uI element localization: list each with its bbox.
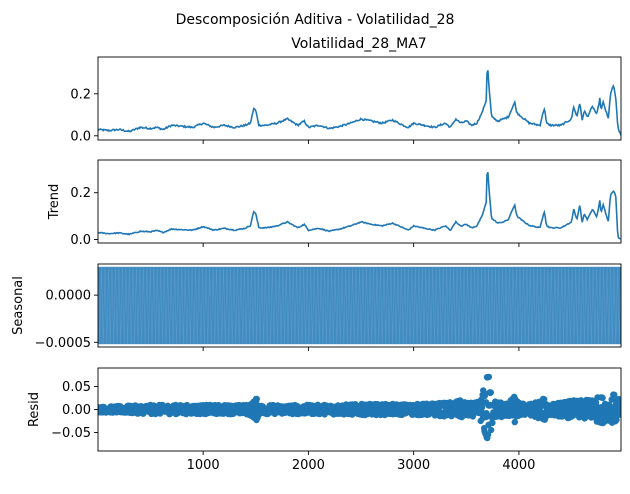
resid-point xyxy=(489,419,496,426)
trend-ytick-label: 0.0 xyxy=(70,233,91,248)
resid-ytick-label: 0.05 xyxy=(62,380,91,395)
resid-point xyxy=(617,407,621,415)
observed-plot-area xyxy=(98,70,621,136)
resid-plot-area xyxy=(98,373,621,442)
resid-point xyxy=(484,431,492,438)
panel-resid: −0.05 0.00 0.05 1000 2000 3000 4000 Resid xyxy=(27,367,622,473)
xtick-label: 3000 xyxy=(397,458,430,473)
trend-plot-area xyxy=(98,172,621,240)
observed-series-line xyxy=(98,70,621,136)
resid-ytick-label: 0.00 xyxy=(62,403,91,418)
resid-point xyxy=(613,416,620,424)
resid-ylabel: Resid xyxy=(27,392,42,427)
resid-point xyxy=(617,401,621,408)
trend-series-line xyxy=(98,172,621,240)
trend-ylabel: Trend xyxy=(47,184,62,221)
resid-point xyxy=(511,418,518,426)
figure-suptitle: Descomposición Aditiva - Volatilidad_28 xyxy=(176,12,455,28)
observed-ytick-label: 0.2 xyxy=(70,87,91,102)
resid-point xyxy=(487,426,495,434)
seasonal-plot-area xyxy=(98,266,621,345)
xtick-label: 2000 xyxy=(292,458,325,473)
panels: 0.00.20.00.2Trend−0.00050.0000Seasonal−0… xyxy=(11,56,622,473)
panel-seasonal: −0.0005 0.0000 Seasonal xyxy=(11,263,622,351)
panel-trend: 0.0 0.2 Trend xyxy=(47,159,622,248)
observed-ytick-label: 0.0 xyxy=(70,129,91,144)
figure-subtitle: Volatilidad_28_MA7 xyxy=(291,36,426,52)
trend-ytick-label: 0.2 xyxy=(70,186,91,201)
resid-point xyxy=(487,389,494,396)
seasonal-ylabel: Seasonal xyxy=(11,276,26,335)
resid-point xyxy=(485,373,493,381)
resid-points xyxy=(98,373,621,442)
panel-observed: 0.0 0.2 xyxy=(70,56,622,144)
seasonal-ytick-label: −0.0005 xyxy=(35,336,91,351)
resid-ytick-label: −0.05 xyxy=(51,426,91,441)
xtick-label: 1000 xyxy=(187,458,220,473)
seasonal-ytick-label: 0.0000 xyxy=(46,289,92,304)
resid-point xyxy=(253,395,260,403)
resid-point xyxy=(481,390,489,397)
resid-point xyxy=(541,396,548,403)
seasonal-series-line xyxy=(98,266,621,345)
resid-point xyxy=(599,394,606,402)
trend-axes-frame xyxy=(97,159,622,244)
xtick-label: 4000 xyxy=(502,458,535,473)
seasonal-axes-frame xyxy=(97,263,622,348)
observed-axes-frame xyxy=(97,56,622,141)
resid-point xyxy=(611,391,618,398)
